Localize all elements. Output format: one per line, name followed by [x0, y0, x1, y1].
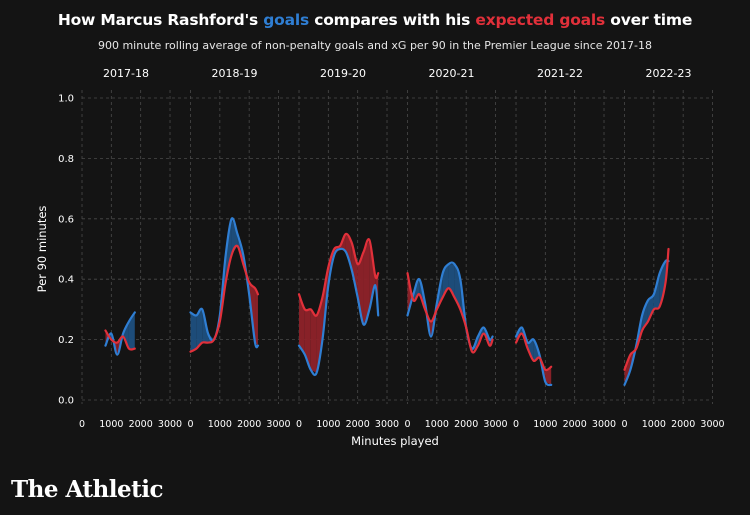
x-tick-label: 0 [404, 419, 410, 430]
goals-line [189, 217, 260, 349]
y-tick-label: 0.0 [58, 396, 74, 407]
season-label: 2022-23 [646, 67, 692, 80]
title-prefix: How Marcus Rashford's [57, 11, 264, 29]
xg-above-goals-area [310, 309, 317, 373]
title-middle: compares with his [309, 11, 476, 29]
x-tick-label: 2000 [346, 419, 370, 430]
xg-line [189, 244, 260, 353]
goals-above-xg-area [659, 261, 666, 307]
xg-line [297, 232, 380, 317]
x-tick-label: 0 [296, 419, 302, 430]
x-tick-label: 0 [187, 419, 193, 430]
x-tick-label: 1000 [208, 419, 232, 430]
x-tick-label: 2000 [563, 419, 587, 430]
y-axis-title: Per 90 minutes [35, 206, 49, 293]
xg-line [623, 247, 670, 371]
xg-above-goals-area [545, 366, 552, 385]
x-tick-label: 3000 [592, 419, 616, 430]
season-label: 2019-20 [320, 67, 366, 80]
x-axis-title: Minutes played [351, 434, 439, 448]
season-label: 2020-21 [429, 67, 475, 80]
y-tick-label: 0.4 [58, 275, 74, 286]
y-tick-label: 0.2 [58, 335, 74, 346]
xg-above-goals-area [369, 239, 376, 310]
goals-above-xg-area [190, 312, 197, 352]
xg-line [104, 329, 136, 351]
x-tick-label: 3000 [700, 419, 724, 430]
y-tick-label: 1.0 [58, 94, 74, 105]
goals-above-xg-area [128, 312, 135, 349]
x-tick-label: 3000 [158, 419, 182, 430]
season-label: 2017-18 [103, 67, 149, 80]
xg-above-goals-area [363, 239, 370, 325]
x-tick-label: 0 [79, 419, 85, 430]
y-tick-label: 0.6 [58, 214, 74, 225]
xg-line [406, 272, 494, 354]
x-tick-label: 1000 [316, 419, 340, 430]
goals-above-xg-area [123, 321, 129, 349]
xg-above-goals-area [624, 354, 631, 385]
xg-above-goals-area [299, 294, 305, 355]
x-tick-label: 2000 [454, 419, 478, 430]
x-tick-label: 1000 [642, 419, 666, 430]
x-tick-label: 3000 [375, 419, 399, 430]
x-tick-label: 2000 [129, 419, 153, 430]
chart-subtitle: 900 minute rolling average of non-penalt… [97, 39, 653, 52]
xg-line [514, 332, 553, 372]
goals-line [297, 247, 380, 376]
x-tick-label: 2000 [671, 419, 695, 430]
season-label: 2018-19 [212, 67, 258, 80]
goals-line [623, 259, 670, 386]
x-tick-label: 0 [621, 419, 627, 430]
x-tick-label: 3000 [266, 419, 290, 430]
title-goals-word: goals [263, 11, 310, 29]
goals-above-xg-area [533, 339, 540, 361]
x-tick-label: 3000 [483, 419, 507, 430]
goals-line [104, 311, 136, 356]
xg-above-goals-area [351, 242, 358, 298]
goals-above-xg-area [196, 309, 203, 349]
title-xg-word: expected goals [475, 11, 606, 29]
title-suffix: over time [605, 11, 693, 29]
goals-above-xg-area [527, 339, 534, 361]
x-tick-label: 0 [513, 419, 519, 430]
goals-above-xg-area [225, 218, 232, 283]
xg-above-goals-area [316, 297, 323, 373]
goals-line [514, 326, 553, 387]
goals-line [406, 261, 494, 350]
xg-above-goals-area [255, 288, 258, 346]
x-tick-label: 1000 [533, 419, 557, 430]
xg-above-goals-area [304, 309, 311, 370]
chart-title: How Marcus Rashford's goals compares wit… [0, 11, 750, 29]
x-tick-label: 2000 [237, 419, 261, 430]
goals-above-xg-area [647, 294, 654, 322]
x-tick-label: 1000 [425, 419, 449, 430]
season-label: 2021-22 [537, 67, 583, 80]
y-tick-label: 0.8 [58, 154, 74, 165]
x-tick-label: 1000 [99, 419, 123, 430]
brand-logo: The Athletic [11, 476, 164, 503]
xg-above-goals-area [357, 252, 364, 325]
